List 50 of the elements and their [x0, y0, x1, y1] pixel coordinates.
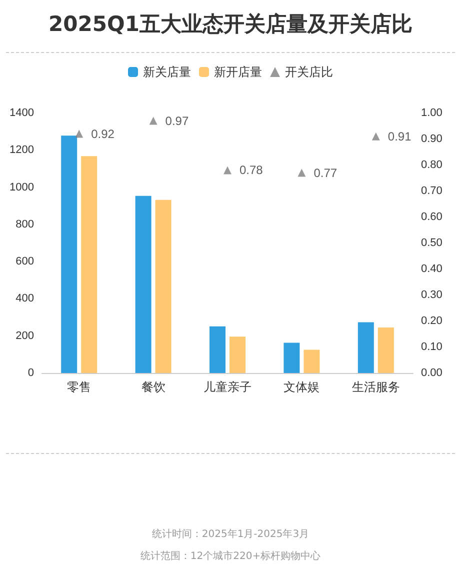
x-tick-label: 餐饮: [141, 380, 166, 394]
text: 统计范围：12个城市220+标杆购物中心: [139, 550, 322, 564]
bar: [135, 196, 152, 373]
y2-tick-label: 0.60: [421, 211, 442, 223]
y-tick-label: 200: [16, 330, 34, 342]
data-label: 0.77: [314, 166, 338, 180]
y-tick-label: 1000: [10, 181, 34, 194]
y-tick-label: 800: [16, 218, 34, 230]
x-tick-label: 儿童亲子: [204, 380, 252, 394]
y2-tick-label: 0.50: [421, 237, 442, 249]
y2-tick-label: 0.80: [421, 159, 442, 171]
bar: [210, 326, 226, 373]
chart-title: 2025Q1五大业态开关店量及开关店比: [6, 0, 455, 53]
x-tick-label: 零售: [67, 380, 92, 394]
y2-tick-label: 0.20: [421, 315, 442, 327]
data-label: 0.78: [240, 163, 264, 178]
x-tick-label: 文体娱: [284, 380, 320, 394]
y2-tick-label: 0.10: [421, 341, 442, 353]
point: [149, 116, 158, 125]
y2-tick-label: 0.40: [421, 263, 442, 275]
x-tick-label: 生活服务: [352, 380, 400, 394]
bar: [81, 156, 98, 373]
y2-tick-label: 1.00: [421, 107, 442, 119]
y-tick-label: 0: [28, 367, 34, 379]
legend-label: 新开店量: [214, 65, 262, 79]
y2-tick-label: 0.90: [421, 133, 442, 145]
bar: [61, 136, 78, 373]
y-tick-label: 400: [16, 292, 34, 305]
bar: [230, 336, 246, 373]
y-tick-label: 1200: [10, 144, 34, 156]
y-tick-label: 1400: [10, 107, 34, 119]
bar: [358, 322, 374, 373]
point: [224, 166, 232, 174]
y2-tick-label: 0.30: [421, 289, 442, 301]
text: 统计时间：2025年1月-2025年3月: [150, 528, 310, 542]
bar: [304, 350, 320, 373]
data-label: 0.97: [165, 114, 189, 128]
bar: [378, 328, 394, 373]
data-label: 0.92: [91, 126, 115, 141]
legend-label: 开关店比: [285, 65, 333, 79]
bar: [284, 342, 300, 373]
legend-label: 新关店量: [143, 65, 191, 79]
y-tick-label: 600: [16, 256, 34, 268]
data-label: 0.91: [388, 129, 412, 144]
y2-tick-label: 0.00: [421, 367, 442, 379]
y2-tick-label: 0.70: [421, 185, 442, 197]
bar: [155, 200, 172, 373]
point: [298, 168, 306, 177]
point: [75, 130, 84, 138]
point: [372, 132, 380, 140]
